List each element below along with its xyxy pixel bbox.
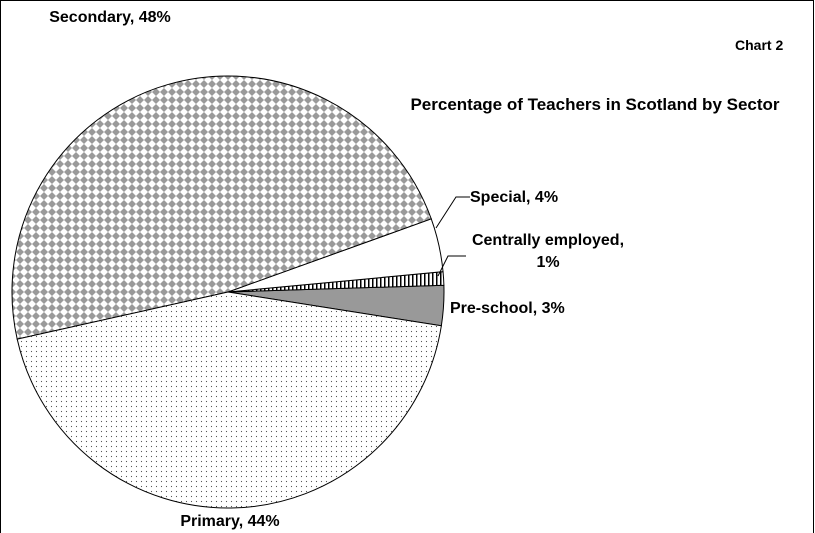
chart-title: Percentage of Teachers in Scotland by Se… [410,95,780,114]
slice-label: Pre-school, 3% [450,300,565,317]
slice-label: Primary, 44% [180,513,280,530]
leader-line [437,255,466,277]
slice-label: Special, 4% [470,189,559,206]
leader-line [435,196,470,229]
pie-slice [16,291,442,509]
chart-annotation: Chart 2 [735,37,784,53]
pie-slice [11,75,432,340]
slice-label: Secondary, 48% [49,9,171,26]
slice-label: Centrally employed, 1% [471,232,625,271]
